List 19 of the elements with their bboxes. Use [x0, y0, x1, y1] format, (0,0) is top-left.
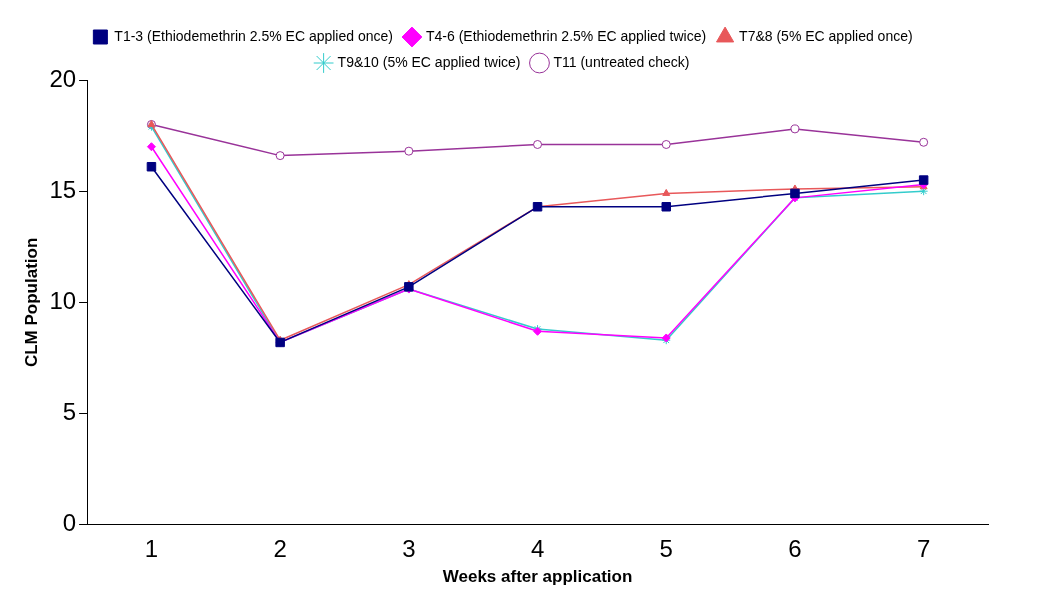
y-tick-label: 20	[49, 64, 77, 92]
legend-label: T4-6 (Ethiodemethrin 2.5% EC applied twice)	[425, 27, 707, 44]
legend-label: T1-3 (Ethiodemethrin 2.5% EC applied once)	[114, 27, 393, 44]
legend-label: T9&10 (5% EC applied twice)	[337, 53, 521, 70]
legend-label: T7&8 (5% EC applied once)	[739, 27, 913, 44]
y-tick-label: 10	[49, 287, 77, 315]
x-tick-label: 7	[916, 534, 931, 562]
x-tick-label: 6	[788, 534, 802, 562]
y-tick-label: 0	[62, 509, 77, 537]
y-tick-label: 15	[49, 175, 77, 203]
x-tick-label: 5	[659, 534, 673, 562]
y-tick-label: 5	[62, 398, 77, 426]
x-tick-label: 2	[273, 534, 287, 562]
x-axis-title: Weeks after application	[442, 567, 633, 587]
y-axis-title: CLM Population	[21, 237, 41, 368]
x-tick-label: 4	[530, 534, 545, 562]
x-tick-label: 3	[402, 534, 416, 562]
legend-label: T11 (untreated check)	[553, 53, 690, 70]
x-tick-label: 1	[144, 534, 159, 562]
